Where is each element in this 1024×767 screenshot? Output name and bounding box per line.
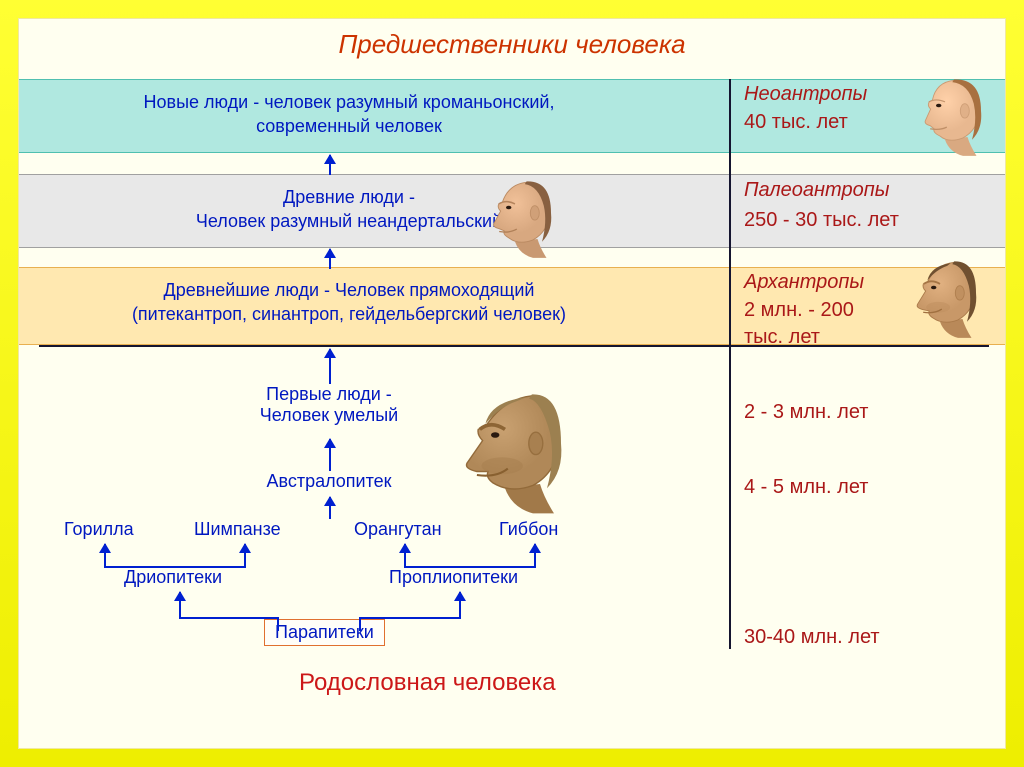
node-shimp: Шимпанзе bbox=[194, 519, 281, 540]
stage-5-time: 4 - 5 млн. лет bbox=[744, 474, 868, 501]
hline-proplio bbox=[404, 566, 536, 568]
hline-para-left bbox=[179, 617, 279, 619]
stage-4-time: 2 - 3 млн. лет bbox=[744, 399, 868, 426]
node-drio: Дриопитеки bbox=[124, 567, 222, 588]
node-parapiteki: Парапитеки bbox=[264, 619, 385, 646]
arrow-proplio-gibbon bbox=[534, 544, 536, 566]
arrow-para-drio bbox=[179, 592, 181, 617]
stage-paleo-time: 250 - 30 тыс. лет bbox=[744, 207, 899, 234]
bottom-title: Родословная человека bbox=[299, 669, 556, 697]
node-pervye: Первые люди -Человек умелый bbox=[229, 384, 429, 426]
arrow-drio-shimp bbox=[244, 544, 246, 566]
arrow-band3-to-band2b bbox=[329, 249, 331, 269]
stage-neo-time: 40 тыс. лет bbox=[744, 109, 848, 136]
arrow-proplio-orang bbox=[404, 544, 406, 566]
hline-drio bbox=[104, 566, 246, 568]
arrow-drio-gorilla bbox=[104, 544, 106, 566]
node-avstral: Австралопитек bbox=[249, 471, 409, 492]
stage-arch-time: 2 млн. - 200тыс. лет bbox=[744, 297, 854, 351]
band-label-1: Новые люди - человек разумный кроманьонс… bbox=[69, 90, 629, 139]
node-orang: Орангутан bbox=[354, 519, 442, 540]
head-paleoanthrope-icon bbox=[479, 169, 569, 269]
stage-6-time: 30-40 млн. лет bbox=[744, 624, 880, 651]
vline-para-right bbox=[359, 617, 361, 631]
arrow-orang-to-avstral bbox=[329, 497, 331, 519]
stage-neo-name: Неоантропы bbox=[744, 81, 867, 108]
node-gorilla: Горилла bbox=[64, 519, 134, 540]
vline-para-left bbox=[277, 617, 279, 631]
divider-vertical bbox=[729, 79, 731, 649]
hline-para-right bbox=[359, 617, 461, 619]
arrow-para-proplio bbox=[459, 592, 461, 617]
head-neoanthrope-icon bbox=[909, 67, 999, 167]
node-proplio: Проплиопитеки bbox=[389, 567, 518, 588]
arrow-band3-to-band2 bbox=[329, 155, 331, 175]
stage-arch-name: Архантропы bbox=[744, 269, 864, 296]
stage-paleo-name: Палеоантропы bbox=[744, 177, 889, 204]
head-archanthrope-icon bbox=[904, 249, 994, 349]
arrow-avstral-to-pervye bbox=[329, 439, 331, 471]
head-australopithecus-icon bbox=[449, 379, 589, 524]
page-title: Предшественники человека bbox=[19, 29, 1005, 60]
band-label-3: Древнейшие люди - Человек прямоходящий(п… bbox=[69, 278, 629, 327]
arrow-pervye-to-band3 bbox=[329, 349, 331, 384]
